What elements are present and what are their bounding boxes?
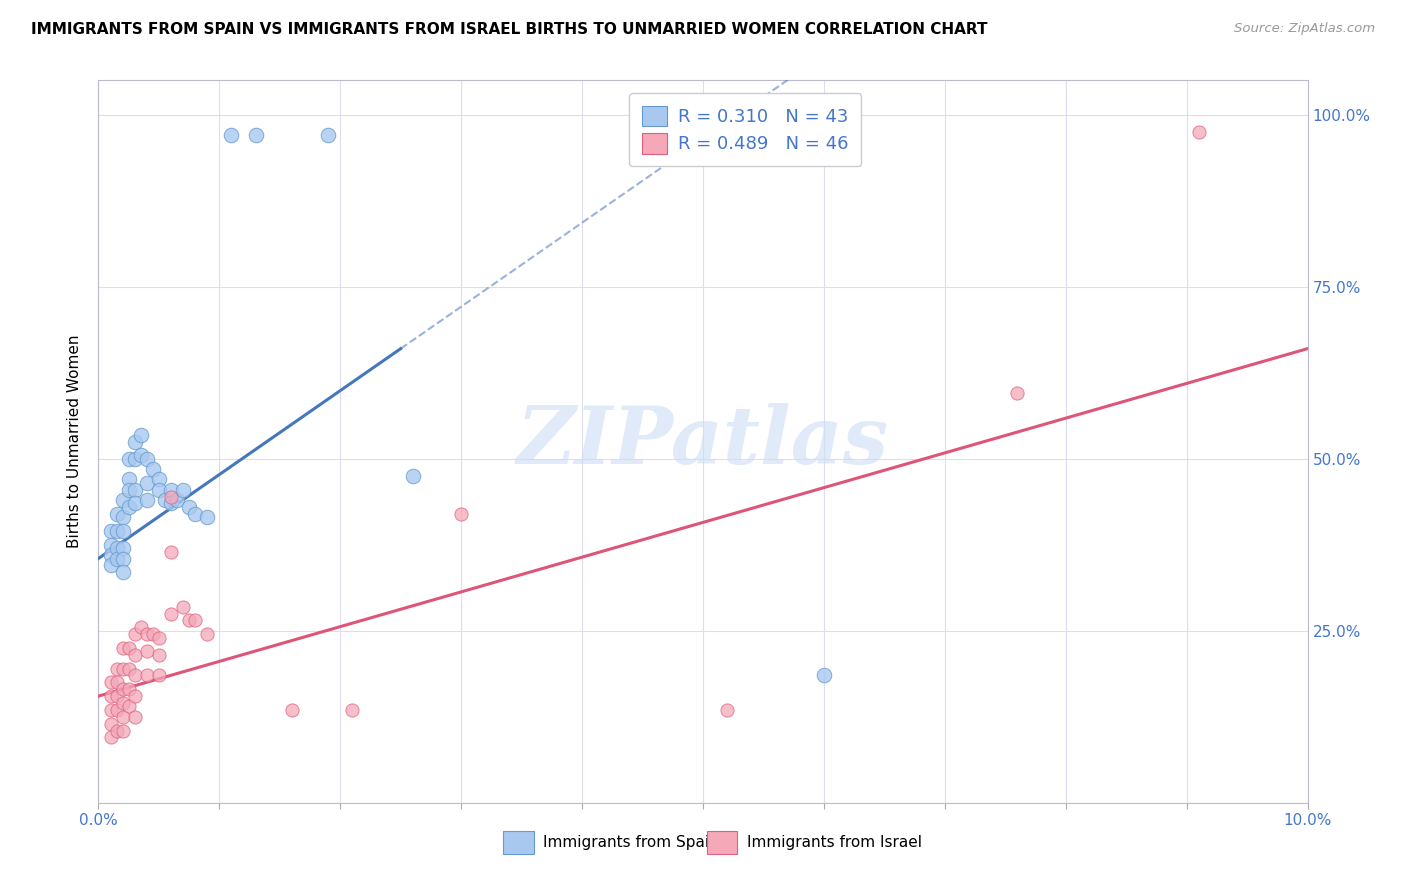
Text: IMMIGRANTS FROM SPAIN VS IMMIGRANTS FROM ISRAEL BIRTHS TO UNMARRIED WOMEN CORREL: IMMIGRANTS FROM SPAIN VS IMMIGRANTS FROM… (31, 22, 987, 37)
Point (402, 469, 425, 483)
Point (148, 668, 170, 682)
Point (281, 703, 304, 717)
Point (111, 541, 134, 556)
Point (195, 627, 218, 641)
Point (111, 493, 134, 508)
Point (124, 451, 146, 466)
Point (179, 500, 201, 514)
Point (1007, 386, 1029, 401)
Point (105, 524, 128, 538)
Point (124, 496, 146, 510)
Point (129, 620, 152, 634)
Point (118, 451, 141, 466)
Point (105, 541, 128, 556)
Point (135, 493, 157, 508)
Point (111, 723, 134, 738)
Point (245, 128, 267, 143)
Point (118, 662, 141, 676)
Point (160, 544, 183, 558)
Text: ZIPatlas: ZIPatlas (517, 403, 889, 480)
Bar (707, 831, 737, 855)
Point (172, 483, 194, 497)
Point (135, 668, 157, 682)
Point (111, 510, 134, 524)
Point (166, 493, 188, 508)
Point (111, 662, 134, 676)
Point (195, 510, 218, 524)
Point (142, 462, 165, 476)
Text: Immigrants from Israel: Immigrants from Israel (747, 835, 921, 850)
Point (100, 558, 122, 573)
Point (148, 631, 170, 645)
Point (100, 731, 122, 745)
Point (153, 493, 176, 508)
Point (124, 668, 146, 682)
Point (118, 500, 141, 514)
Point (118, 699, 141, 714)
Bar (503, 831, 534, 855)
Point (135, 644, 157, 658)
Point (148, 648, 170, 662)
Point (124, 483, 146, 497)
Text: Immigrants from Spain: Immigrants from Spain (543, 835, 718, 850)
Point (111, 551, 134, 566)
Point (105, 551, 128, 566)
Legend: R = 0.310   N = 43, R = 0.489   N = 46: R = 0.310 N = 43, R = 0.489 N = 46 (630, 93, 862, 166)
Point (100, 689, 122, 703)
Point (184, 507, 207, 521)
Point (124, 434, 146, 449)
Point (105, 507, 128, 521)
Point (1188, 125, 1211, 139)
Point (160, 607, 183, 621)
Point (813, 668, 835, 682)
Point (118, 483, 141, 497)
Point (172, 599, 194, 614)
Point (124, 648, 146, 662)
Point (716, 703, 738, 717)
Point (100, 675, 122, 690)
Point (450, 507, 472, 521)
Point (105, 675, 128, 690)
Point (100, 548, 122, 562)
Point (118, 472, 141, 486)
Text: Source: ZipAtlas.com: Source: ZipAtlas.com (1234, 22, 1375, 36)
Point (342, 703, 364, 717)
Point (111, 682, 134, 697)
Point (160, 496, 183, 510)
Point (105, 662, 128, 676)
Point (316, 128, 339, 143)
Point (221, 128, 243, 143)
Point (118, 682, 141, 697)
Point (105, 723, 128, 738)
Point (135, 451, 157, 466)
Point (124, 689, 146, 703)
Point (111, 566, 134, 580)
Y-axis label: Births to Unmarried Women: Births to Unmarried Women (67, 334, 83, 549)
Point (118, 640, 141, 655)
Point (148, 472, 170, 486)
Point (148, 483, 170, 497)
Point (184, 614, 207, 628)
Point (160, 490, 183, 504)
Point (105, 689, 128, 703)
Point (135, 627, 157, 641)
Point (111, 710, 134, 724)
Point (160, 483, 183, 497)
Point (100, 703, 122, 717)
Point (111, 696, 134, 710)
Point (105, 703, 128, 717)
Point (142, 627, 165, 641)
Point (111, 524, 134, 538)
Point (135, 475, 157, 490)
Point (124, 627, 146, 641)
Point (179, 614, 201, 628)
Point (129, 427, 152, 442)
Point (100, 716, 122, 731)
Point (111, 640, 134, 655)
Point (100, 538, 122, 552)
Point (100, 524, 122, 538)
Point (129, 448, 152, 462)
Point (124, 710, 146, 724)
